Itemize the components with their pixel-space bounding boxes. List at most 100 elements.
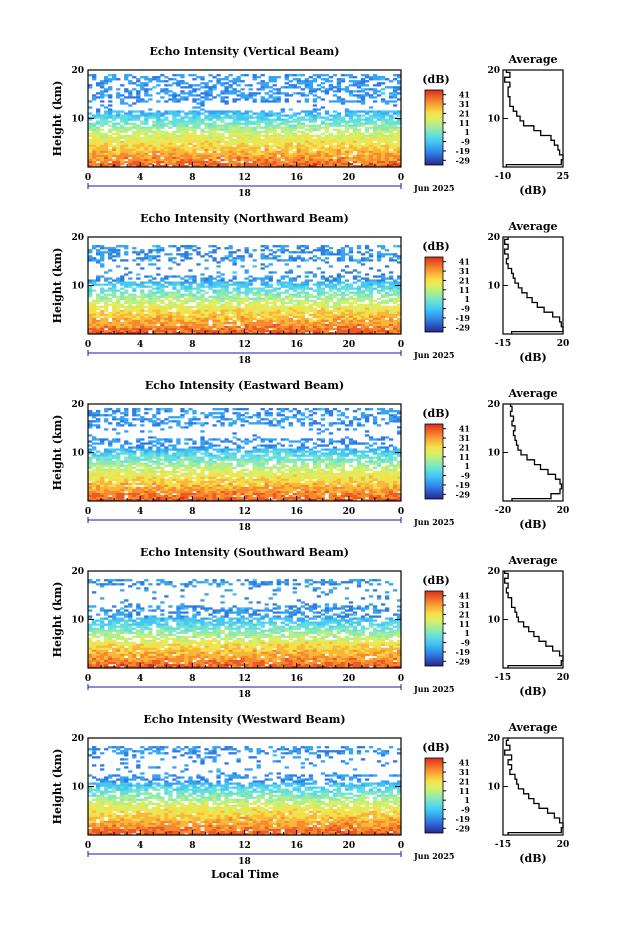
heatmap-cell	[352, 130, 358, 133]
heatmap-cell	[396, 255, 402, 258]
heatmap-cell	[132, 76, 137, 79]
heatmap-cell	[148, 259, 153, 262]
heatmap-cell	[252, 301, 257, 304]
heatmap-cell	[116, 255, 121, 258]
heatmap-cell	[116, 134, 121, 137]
heatmap-cell	[224, 317, 229, 321]
heatmap-cell	[296, 154, 301, 158]
heatmap-cell	[200, 422, 205, 425]
heatmap-cell	[336, 114, 342, 117]
heatmap-cell	[152, 311, 157, 315]
heatmap-cell	[392, 313, 398, 317]
heatmap-cell	[196, 140, 201, 144]
heatmap-cell	[360, 321, 366, 325]
heatmap-cell	[104, 301, 109, 304]
heatmap-cell	[364, 315, 370, 319]
heatmap-cell	[396, 138, 402, 142]
heatmap-cell	[360, 309, 366, 313]
heatmap-cell	[116, 281, 121, 284]
heatmap-cell	[180, 414, 185, 417]
heatmap-cell	[192, 281, 197, 284]
heatmap-cell	[188, 116, 193, 119]
heatmap-cell	[224, 154, 229, 158]
heatmap-cell	[220, 128, 225, 131]
heatmap-cell	[312, 74, 318, 77]
heatmap-cell	[316, 124, 322, 127]
heatmap-cell	[256, 295, 261, 298]
heatmap-cell	[356, 142, 362, 146]
heatmap-cell	[108, 80, 113, 83]
heatmap-cell	[368, 317, 374, 321]
heatmap-cell	[140, 140, 145, 144]
heatmap-cell	[264, 315, 269, 319]
heatmap-cell	[140, 88, 145, 91]
heatmap-cell	[88, 305, 93, 309]
heatmap-cell	[360, 315, 366, 319]
heatmap-cell	[164, 303, 169, 307]
heatmap-cell	[232, 315, 237, 319]
heatmap-cell	[352, 82, 358, 85]
heatmap-cell	[88, 156, 93, 160]
heatmap-cell	[236, 118, 241, 121]
heatmap-cell	[104, 156, 109, 160]
heatmap-cell	[344, 148, 350, 152]
heatmap-cell	[340, 160, 346, 164]
heatmap-cell	[228, 309, 233, 313]
heatmap-cell	[340, 325, 346, 329]
heatmap-cell	[388, 146, 394, 150]
heatmap-cell	[328, 136, 334, 140]
heatmap-cell	[216, 285, 221, 288]
heatmap-cell	[168, 299, 173, 302]
heatmap-cell	[336, 327, 342, 331]
heatmap-cell	[304, 114, 309, 117]
heatmap-cell	[172, 158, 177, 162]
heatmap-cell	[132, 136, 137, 140]
heatmap-cell	[132, 140, 137, 144]
heatmap-cell	[332, 158, 338, 162]
heatmap-cell	[324, 160, 330, 164]
panel-title: Echo Intensity (Vertical Beam)	[149, 45, 339, 58]
x-tick-label: 20	[343, 340, 356, 350]
heatmap-cell	[120, 98, 125, 101]
heatmap-cell	[368, 267, 374, 270]
heatmap-cell	[372, 74, 378, 77]
heatmap-cell	[116, 319, 121, 323]
heatmap-cell	[300, 82, 305, 85]
heatmap-cell	[284, 309, 289, 313]
heatmap-cell	[300, 329, 305, 333]
heatmap-cell	[300, 327, 305, 331]
heatmap-cell	[140, 132, 145, 135]
heatmap-cell	[320, 414, 326, 417]
heatmap-cell	[268, 76, 273, 79]
heatmap-cell	[324, 110, 330, 113]
heatmap-cell	[196, 122, 201, 125]
heatmap-cell	[344, 142, 350, 146]
heatmap-cell	[208, 126, 213, 129]
heatmap-cell	[152, 249, 157, 252]
heatmap-cell	[128, 150, 133, 154]
heatmap-cell	[288, 136, 293, 140]
heatmap-cell	[380, 78, 386, 81]
heatmap-cell	[340, 331, 346, 335]
heatmap-cell	[352, 76, 358, 79]
colorbar-tick-label: 11	[459, 285, 470, 295]
heatmap-cell	[168, 329, 173, 333]
heatmap-cell	[180, 118, 185, 121]
heatmap-cell	[388, 156, 394, 160]
heatmap-cell	[384, 281, 390, 284]
heatmap-cell	[256, 414, 261, 417]
heatmap-cell	[152, 414, 157, 417]
heatmap-cell	[396, 140, 402, 144]
heatmap-cell	[340, 291, 346, 294]
heatmap-cell	[148, 319, 153, 323]
heatmap-cell	[336, 275, 342, 278]
heatmap-cell	[332, 319, 338, 323]
heatmap-cell	[308, 126, 314, 129]
heatmap-cell	[248, 327, 253, 331]
heatmap-cell	[340, 253, 346, 256]
heatmap-cell	[304, 408, 309, 411]
heatmap-cell	[348, 80, 354, 83]
heatmap-cell	[208, 154, 213, 158]
heatmap-cell	[340, 309, 346, 313]
heatmap-cell	[104, 138, 109, 142]
